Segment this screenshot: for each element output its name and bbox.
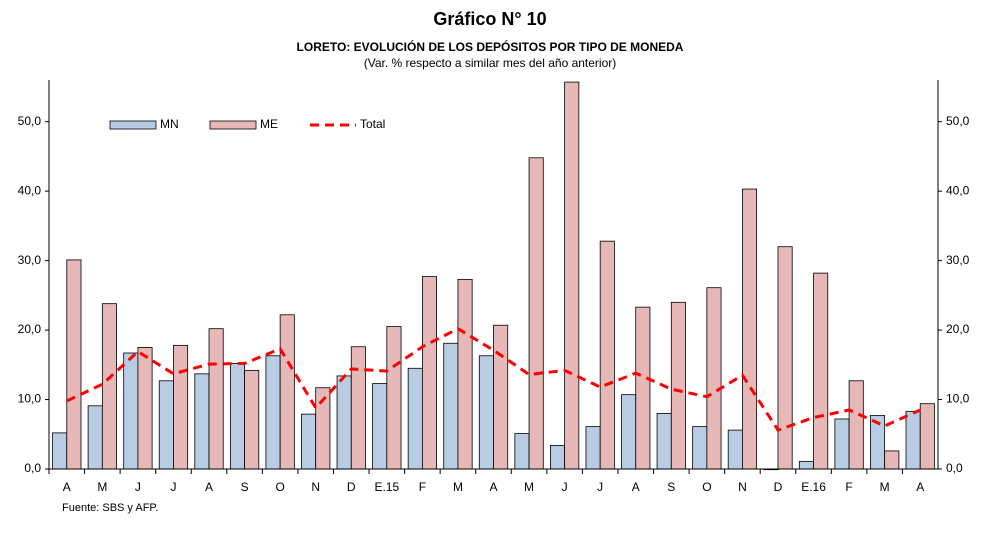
bar xyxy=(137,347,153,470)
bar xyxy=(742,188,758,470)
bar xyxy=(336,375,352,470)
x-tick-label: D xyxy=(347,480,356,494)
bar xyxy=(528,157,544,470)
bar xyxy=(208,328,224,470)
bar xyxy=(919,403,935,470)
bar xyxy=(244,369,260,470)
bar xyxy=(621,394,637,470)
x-tick-label: A xyxy=(916,480,924,494)
bar xyxy=(813,272,829,470)
bar xyxy=(564,81,580,470)
x-tick-label: O xyxy=(702,480,711,494)
bar xyxy=(692,426,708,470)
y2-tick-label: 20,0 xyxy=(946,322,970,336)
legend-swatch xyxy=(109,120,157,130)
x-tick-label: D xyxy=(774,480,783,494)
x-tick-label: J xyxy=(562,480,568,494)
bar xyxy=(670,301,686,470)
bar xyxy=(101,303,117,470)
legend-label: ME xyxy=(260,117,278,131)
chart-subtitle: LORETO: EVOLUCIÓN DE LOS DEPÓSITOS POR T… xyxy=(297,39,684,54)
bar xyxy=(350,346,366,470)
x-tick-label: A xyxy=(632,480,640,494)
bar xyxy=(514,433,530,470)
bar xyxy=(599,240,615,470)
bar xyxy=(478,355,494,470)
bar xyxy=(265,355,281,470)
x-tick-label: M xyxy=(97,480,107,494)
y-tick-label: 10,0 xyxy=(18,392,42,406)
bar xyxy=(777,246,793,470)
x-tick-label: M xyxy=(524,480,534,494)
bar xyxy=(443,342,459,470)
bar xyxy=(301,413,317,470)
x-tick-label: A xyxy=(205,480,213,494)
legend-label: MN xyxy=(160,117,179,131)
x-tick-label: A xyxy=(63,480,71,494)
bar xyxy=(549,444,566,470)
bar xyxy=(421,276,438,470)
x-tick-label: J xyxy=(597,480,603,494)
source: Fuente: SBS y AFP. xyxy=(62,502,158,514)
bar xyxy=(194,373,210,470)
chart-title: Gráfico N° 10 xyxy=(433,9,546,29)
bar xyxy=(635,306,651,470)
bar xyxy=(727,429,743,470)
y-tick-label: 50,0 xyxy=(18,114,42,128)
x-tick-label: F xyxy=(845,480,852,494)
bar xyxy=(87,405,103,470)
chart-note: (Var. % respecto a similar mes del año a… xyxy=(364,56,617,70)
x-tick-label: F xyxy=(419,480,426,494)
bar xyxy=(834,418,850,470)
bar xyxy=(158,380,174,470)
bar xyxy=(66,259,82,470)
y-tick-label: 20,0 xyxy=(18,322,42,336)
x-tick-label: J xyxy=(170,480,176,494)
x-tick-label: S xyxy=(241,480,249,494)
y2-tick-label: 50,0 xyxy=(946,114,970,128)
y2-tick-label: 40,0 xyxy=(946,183,970,197)
bar xyxy=(493,324,509,470)
bar xyxy=(407,367,423,470)
bar xyxy=(706,287,722,470)
x-tick-label: M xyxy=(880,480,890,494)
legend-label: Total xyxy=(360,117,385,131)
x-tick-label: A xyxy=(489,480,497,494)
bar xyxy=(848,380,864,470)
y-tick-label: 0,0 xyxy=(24,461,41,475)
bar xyxy=(386,326,402,470)
x-tick-label: M xyxy=(453,480,463,494)
bar xyxy=(884,450,900,470)
line xyxy=(66,326,921,432)
bar xyxy=(229,363,245,470)
y2-tick-label: 0,0 xyxy=(946,461,963,475)
bar xyxy=(173,344,189,470)
x-tick-label: E.16 xyxy=(801,480,826,494)
x-tick-label: O xyxy=(275,480,284,494)
bar xyxy=(585,426,601,470)
x-tick-label: J xyxy=(135,480,141,494)
y2-tick-label: 10,0 xyxy=(946,392,970,406)
x-tick-label: N xyxy=(311,480,320,494)
bar xyxy=(457,278,473,470)
x-tick-label: E.15 xyxy=(374,480,399,494)
y2-tick-label: 30,0 xyxy=(946,253,970,267)
bar xyxy=(372,383,388,470)
bar xyxy=(52,432,68,470)
y-tick-label: 40,0 xyxy=(18,183,42,197)
x-tick-label: N xyxy=(738,480,747,494)
x-tick-label: S xyxy=(667,480,675,494)
bar xyxy=(905,410,921,470)
y-tick-label: 30,0 xyxy=(18,253,42,267)
bar xyxy=(279,314,295,470)
legend-swatch xyxy=(209,120,257,130)
bar xyxy=(656,413,672,470)
bar xyxy=(798,460,814,470)
bar xyxy=(123,352,139,470)
